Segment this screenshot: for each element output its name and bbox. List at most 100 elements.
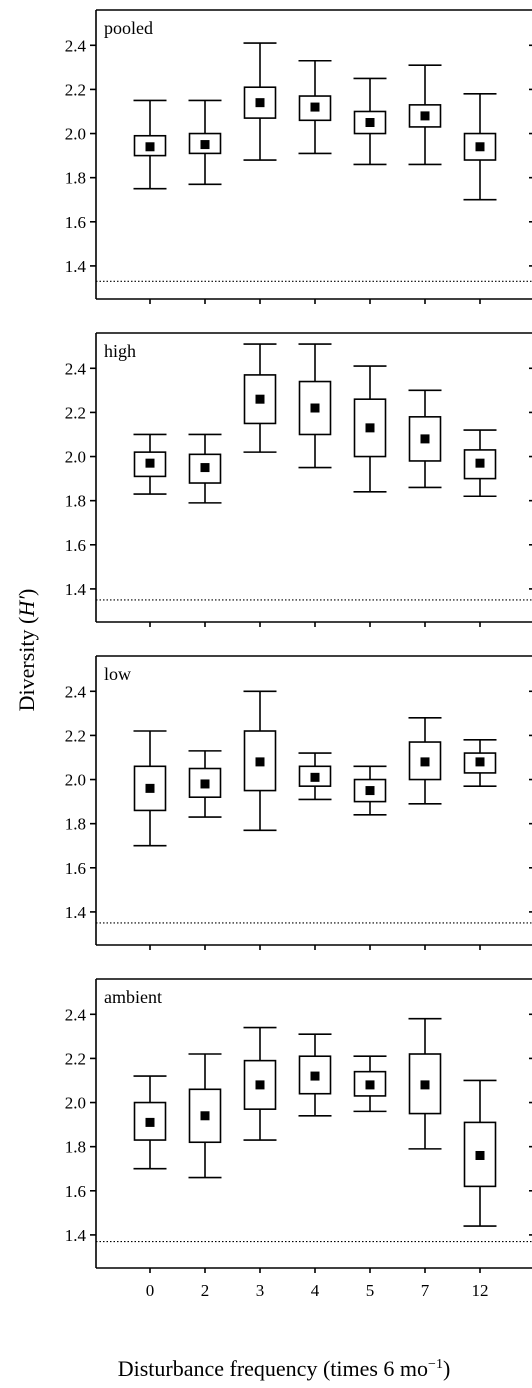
box-7 xyxy=(408,1017,442,1150)
box-5 xyxy=(353,77,387,166)
box-rect xyxy=(133,765,167,812)
box-4 xyxy=(298,343,332,469)
y-tick-label: 1.4 xyxy=(65,580,87,599)
mean-marker xyxy=(475,142,485,152)
box-12 xyxy=(463,1079,497,1227)
mean-marker xyxy=(420,434,430,444)
box-3 xyxy=(243,1026,277,1141)
mean-marker xyxy=(475,757,485,767)
box-12 xyxy=(463,739,497,787)
box-rect xyxy=(298,1055,332,1095)
box-rect xyxy=(243,730,277,792)
mean-marker xyxy=(145,458,155,468)
y-tick-label: 2.0 xyxy=(65,125,86,144)
x-tick-label: 12 xyxy=(472,1281,489,1300)
mean-marker xyxy=(365,1080,375,1090)
panel-label: pooled xyxy=(104,18,153,38)
box-rect xyxy=(463,1121,497,1188)
box-7 xyxy=(408,389,442,489)
mean-marker xyxy=(420,757,430,767)
mean-marker xyxy=(420,111,430,121)
box-rect xyxy=(408,1053,442,1115)
box-rect xyxy=(188,1088,222,1144)
mean-marker xyxy=(365,423,375,433)
box-rect xyxy=(463,449,497,480)
y-tick-label: 1.8 xyxy=(65,169,86,188)
x-axis-title-main: Disturbance frequency (times 6 mo xyxy=(118,1356,428,1381)
box-rect xyxy=(298,765,332,787)
box-0 xyxy=(133,730,167,847)
box-3 xyxy=(243,343,277,453)
y-tick-label: 1.6 xyxy=(65,1182,86,1201)
box-rect xyxy=(463,132,497,161)
box-rect xyxy=(243,1059,277,1110)
y-tick-label: 1.6 xyxy=(65,859,86,878)
mean-marker xyxy=(255,757,265,767)
y-tick-label: 1.8 xyxy=(65,1138,86,1157)
mean-marker xyxy=(145,142,155,152)
box-7 xyxy=(408,64,442,166)
x-axis-title-superscript: −1 xyxy=(428,1357,443,1372)
y-tick-label: 1.8 xyxy=(65,492,86,511)
y-tick-label: 1.4 xyxy=(65,1226,87,1245)
mean-marker xyxy=(200,779,210,789)
x-tick-label: 4 xyxy=(311,1281,320,1300)
box-rect xyxy=(243,374,277,425)
box-12 xyxy=(463,429,497,498)
box-rect xyxy=(298,95,332,122)
box-rect xyxy=(298,380,332,436)
mean-marker xyxy=(475,1150,485,1160)
mean-marker xyxy=(145,783,155,793)
y-tick-label: 2.4 xyxy=(65,359,87,378)
box-rect xyxy=(133,134,167,157)
box-rect xyxy=(188,767,222,798)
panel-label: low xyxy=(104,664,131,684)
box-4 xyxy=(298,59,332,155)
box-4 xyxy=(298,752,332,801)
box-5 xyxy=(353,765,387,816)
y-tick-label: 2.2 xyxy=(65,726,86,745)
box-rect xyxy=(408,104,442,128)
panels-group: pooled 1.4 1.6 1.8 2.0 2.2 2.4 high 1.4 1.6 1.8 2.0… xyxy=(65,9,532,1300)
box-rect xyxy=(408,416,442,462)
box-rect xyxy=(353,1070,387,1097)
y-tick-label: 1.6 xyxy=(65,213,86,232)
box-rect xyxy=(188,453,222,484)
box-3 xyxy=(243,690,277,832)
mean-marker xyxy=(310,102,320,112)
box-5 xyxy=(353,1055,387,1113)
mean-marker xyxy=(310,403,320,413)
panel-low: low 1.4 1.6 1.8 2.0 2.2 2.4 xyxy=(65,655,532,950)
box-rect xyxy=(133,451,167,478)
box-12 xyxy=(463,93,497,201)
x-tick-label: 2 xyxy=(201,1281,210,1300)
y-tick-label: 2.4 xyxy=(65,36,87,55)
mean-marker xyxy=(420,1080,430,1090)
panel-high: high 1.4 1.6 1.8 2.0 2.2 2.4 xyxy=(65,332,532,627)
mean-marker xyxy=(200,140,210,150)
box-0 xyxy=(133,1075,167,1170)
y-tick-label: 2.0 xyxy=(65,1094,86,1113)
panel-pooled: pooled 1.4 1.6 1.8 2.0 2.2 2.4 xyxy=(65,9,532,304)
y-axis-title-suffix: ) xyxy=(14,589,39,596)
mean-marker xyxy=(200,463,210,473)
panel-ambient: ambient 1.4 1.6 1.8 2.0 2.2 2.4 0 2 3 4 5 7 12 xyxy=(65,978,532,1300)
y-axis-title-italic: H′ xyxy=(14,595,39,618)
box-rect xyxy=(353,398,387,458)
mean-marker xyxy=(365,786,375,796)
box-5 xyxy=(353,365,387,493)
mean-marker xyxy=(475,458,485,468)
mean-marker xyxy=(310,772,320,782)
y-tick-label: 2.2 xyxy=(65,1049,86,1068)
mean-marker xyxy=(145,1117,155,1127)
mean-marker xyxy=(255,98,265,108)
y-tick-label: 1.6 xyxy=(65,536,86,555)
box-2 xyxy=(188,99,222,186)
box-3 xyxy=(243,42,277,161)
box-rect xyxy=(188,132,222,155)
y-axis-title-prefix: Diversity ( xyxy=(14,617,39,712)
mean-marker xyxy=(365,118,375,128)
panel-label: ambient xyxy=(104,987,162,1007)
box-4 xyxy=(298,1033,332,1117)
